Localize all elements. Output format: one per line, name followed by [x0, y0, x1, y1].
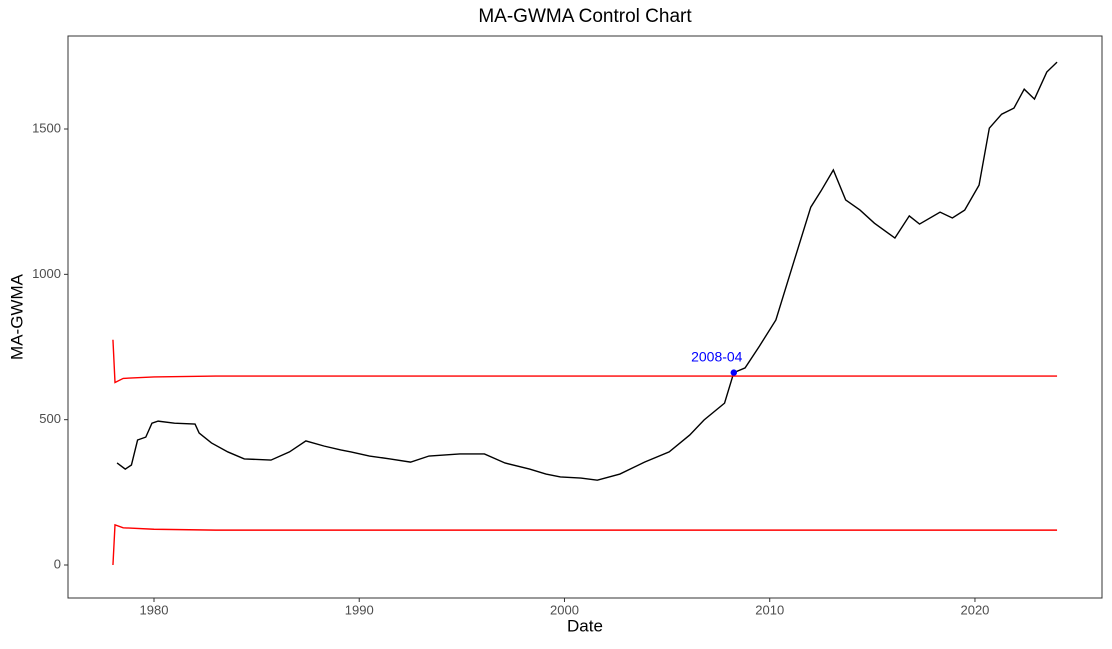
annotation-point [730, 369, 737, 376]
x-axis-label: Date [567, 616, 603, 635]
x-tick-label: 1990 [345, 602, 374, 617]
plot-frame [67, 35, 1103, 599]
series-line [112, 339, 1058, 384]
series-line [112, 523, 1058, 566]
x-tick-label: 2000 [550, 602, 579, 617]
x-tick-label: 1980 [140, 602, 169, 617]
y-tick-label: 500 [39, 411, 61, 426]
y-tick-label: 1000 [32, 266, 61, 281]
y-axis-label: MA-GWMA [7, 273, 26, 360]
series-line [116, 61, 1058, 481]
x-tick-label: 2010 [755, 602, 784, 617]
x-tick-label: 2020 [960, 602, 989, 617]
annotation-label: 2008-04 [691, 348, 743, 364]
y-tick-label: 1500 [32, 120, 61, 135]
chart-title: MA-GWMA Control Chart [478, 6, 692, 27]
y-tick-label: 0 [54, 556, 61, 571]
